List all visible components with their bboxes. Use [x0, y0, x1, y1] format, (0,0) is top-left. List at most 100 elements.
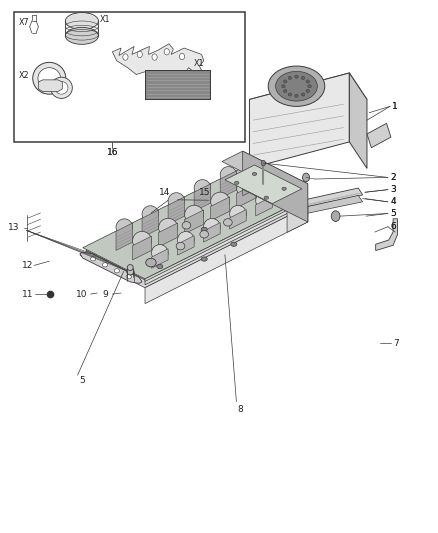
Ellipse shape — [268, 66, 325, 107]
Text: X1: X1 — [193, 59, 204, 68]
Text: X1: X1 — [99, 15, 110, 24]
Text: 13: 13 — [8, 223, 19, 232]
Polygon shape — [145, 206, 308, 304]
Ellipse shape — [146, 259, 156, 267]
Polygon shape — [243, 172, 302, 206]
Polygon shape — [177, 236, 194, 255]
Polygon shape — [271, 188, 363, 214]
Polygon shape — [243, 167, 305, 201]
Polygon shape — [185, 210, 204, 234]
Ellipse shape — [116, 219, 133, 236]
Polygon shape — [86, 172, 302, 280]
Text: 12: 12 — [22, 261, 33, 270]
Polygon shape — [250, 73, 367, 126]
Polygon shape — [145, 201, 302, 285]
Ellipse shape — [65, 12, 99, 29]
Ellipse shape — [243, 165, 261, 183]
Text: 7: 7 — [394, 339, 399, 348]
Ellipse shape — [288, 93, 292, 96]
Ellipse shape — [133, 231, 152, 251]
Text: 15: 15 — [199, 188, 211, 197]
Ellipse shape — [123, 54, 128, 60]
Polygon shape — [243, 169, 261, 196]
Text: 6: 6 — [390, 222, 396, 231]
Ellipse shape — [152, 54, 157, 60]
Ellipse shape — [306, 80, 310, 83]
Ellipse shape — [127, 264, 133, 271]
Ellipse shape — [182, 222, 191, 229]
Ellipse shape — [126, 274, 131, 279]
Ellipse shape — [230, 205, 246, 222]
Polygon shape — [133, 236, 152, 260]
Text: 11: 11 — [22, 289, 33, 298]
Text: 9: 9 — [102, 289, 108, 298]
Polygon shape — [237, 184, 256, 208]
Ellipse shape — [220, 167, 237, 183]
Polygon shape — [225, 165, 302, 204]
Polygon shape — [145, 199, 305, 281]
Polygon shape — [287, 184, 308, 232]
Text: 2: 2 — [390, 173, 396, 182]
Ellipse shape — [282, 85, 285, 88]
Polygon shape — [142, 210, 159, 237]
Polygon shape — [243, 151, 308, 222]
Polygon shape — [116, 223, 133, 251]
Ellipse shape — [276, 71, 318, 101]
Polygon shape — [194, 184, 211, 211]
Ellipse shape — [137, 51, 142, 58]
Ellipse shape — [55, 82, 68, 94]
Ellipse shape — [127, 268, 134, 275]
Polygon shape — [367, 123, 391, 148]
Polygon shape — [350, 73, 367, 168]
Ellipse shape — [142, 206, 159, 222]
Text: X7: X7 — [19, 18, 29, 27]
Ellipse shape — [38, 68, 60, 89]
Polygon shape — [152, 249, 168, 268]
Polygon shape — [243, 173, 308, 222]
Ellipse shape — [201, 257, 207, 261]
Text: 2: 2 — [390, 173, 396, 182]
Ellipse shape — [261, 160, 265, 166]
Ellipse shape — [235, 181, 239, 184]
Polygon shape — [230, 209, 246, 229]
Text: 3: 3 — [390, 185, 396, 194]
Polygon shape — [83, 167, 305, 279]
Ellipse shape — [283, 90, 287, 93]
Ellipse shape — [201, 227, 207, 231]
Text: 3: 3 — [390, 185, 396, 194]
Ellipse shape — [159, 219, 177, 237]
Ellipse shape — [211, 192, 230, 211]
Text: 8: 8 — [237, 405, 243, 414]
Ellipse shape — [288, 76, 292, 79]
Ellipse shape — [114, 269, 120, 273]
Ellipse shape — [264, 196, 268, 199]
Polygon shape — [220, 171, 237, 198]
Ellipse shape — [185, 205, 204, 224]
Ellipse shape — [301, 93, 305, 96]
Polygon shape — [168, 197, 185, 224]
Ellipse shape — [177, 231, 194, 248]
Ellipse shape — [331, 211, 340, 221]
Ellipse shape — [157, 264, 163, 269]
Ellipse shape — [164, 49, 170, 55]
Ellipse shape — [176, 243, 185, 250]
Ellipse shape — [50, 77, 72, 99]
Ellipse shape — [282, 187, 286, 190]
Ellipse shape — [308, 85, 311, 88]
Ellipse shape — [303, 173, 310, 182]
Ellipse shape — [168, 193, 185, 209]
Ellipse shape — [33, 62, 66, 94]
Text: 4: 4 — [390, 197, 396, 206]
Polygon shape — [250, 73, 350, 168]
Text: 1: 1 — [392, 102, 398, 111]
Text: 6: 6 — [390, 222, 396, 231]
Ellipse shape — [91, 257, 96, 261]
Text: 5: 5 — [390, 209, 396, 218]
Ellipse shape — [194, 180, 211, 196]
Ellipse shape — [223, 219, 232, 226]
Polygon shape — [271, 196, 363, 220]
Text: 4: 4 — [390, 197, 396, 206]
Ellipse shape — [237, 179, 256, 198]
Ellipse shape — [65, 27, 99, 44]
Ellipse shape — [283, 80, 287, 83]
